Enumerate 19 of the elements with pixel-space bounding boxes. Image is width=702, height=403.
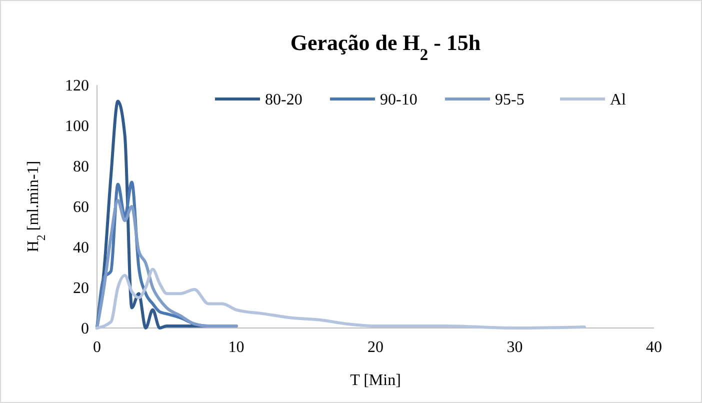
x-tick-label: 0 — [93, 339, 101, 356]
line-series — [96, 268, 586, 330]
x-axis-title: T [Min] — [350, 372, 401, 389]
x-tick-label: 40 — [646, 339, 662, 356]
y-tick-label: 80 — [73, 158, 89, 176]
y-tick-label: 120 — [65, 78, 89, 95]
legend-label: Al — [610, 92, 627, 109]
y-tick-label: 100 — [65, 118, 89, 136]
y-tick-label: 40 — [73, 240, 89, 257]
y-tick-label: 0 — [81, 320, 89, 338]
chart-title: Geração de H$_{2}$ - 15h — [290, 30, 481, 64]
x-tick-label: 10 — [228, 339, 244, 356]
x-tick-label: 30 — [506, 339, 523, 356]
y-tick-label: 60 — [73, 199, 89, 216]
legend-label: 80-20 — [265, 92, 302, 109]
legend-label: 90-10 — [380, 92, 418, 109]
x-tick-label: 20 — [368, 339, 384, 356]
legend-label: 95-5 — [495, 92, 524, 109]
y-tick-label: 20 — [73, 280, 89, 298]
